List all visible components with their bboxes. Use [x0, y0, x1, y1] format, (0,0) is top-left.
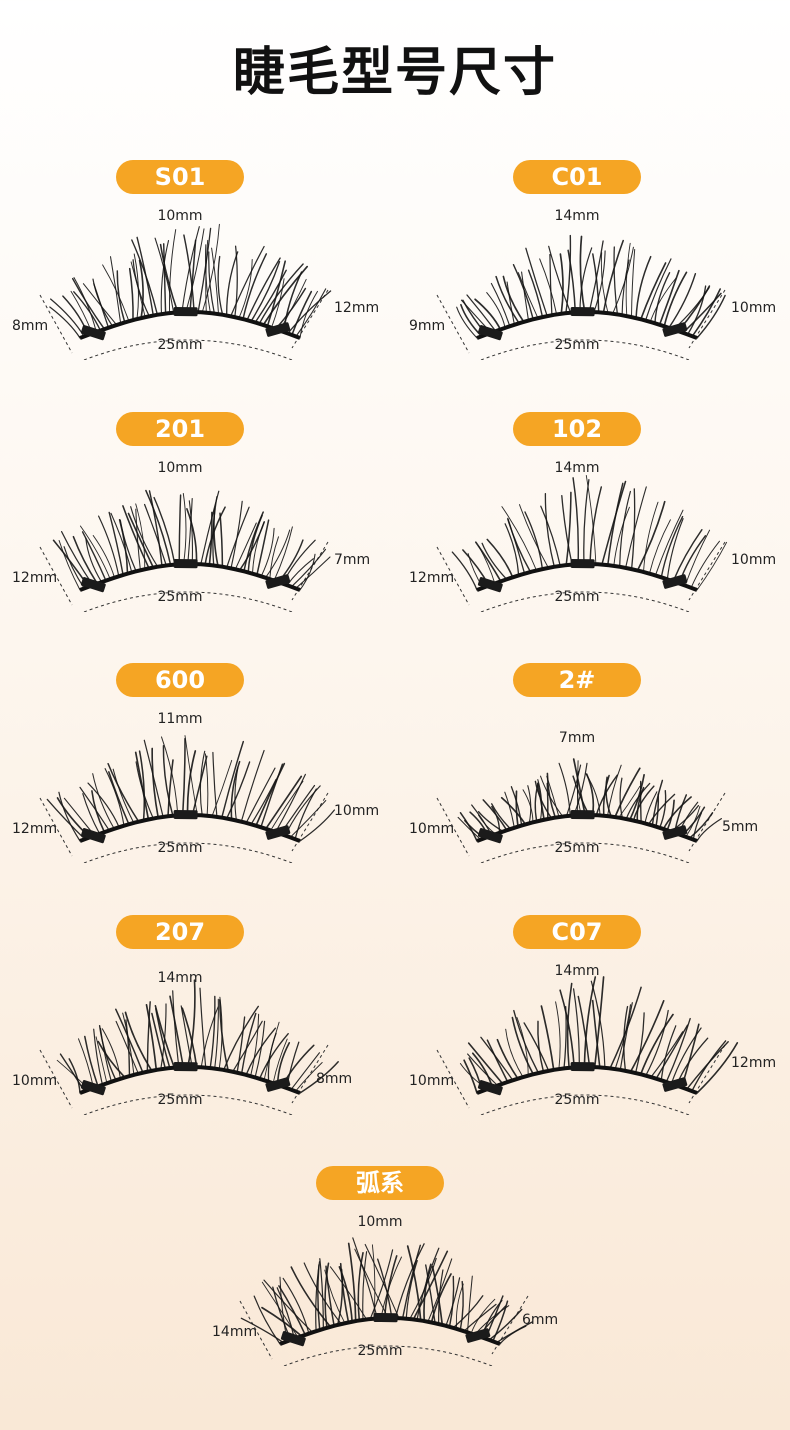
lash-card-207: 207 14mm 10mm 8mm 25mm: [0, 915, 395, 1155]
lash-card-201: 201 10mm 12mm 7mm 25mm: [0, 412, 395, 652]
lash-length-label: 7mm: [558, 730, 596, 746]
magnet: [570, 306, 595, 317]
outer-length-label: 12mm: [731, 1055, 777, 1071]
eyelash-image: [436, 758, 726, 863]
band-width-label: 25mm: [157, 840, 203, 856]
model-badge: 102: [513, 412, 641, 446]
band-width-label: 25mm: [554, 840, 600, 856]
inner-length-label: 10mm: [12, 1073, 58, 1089]
eyelash-image: [436, 234, 726, 360]
band-width-label: 25mm: [554, 337, 600, 353]
model-badge: S01: [116, 160, 244, 194]
magnet: [265, 322, 291, 337]
magnet: [80, 1080, 106, 1096]
band-width-label: 25mm: [157, 589, 203, 605]
lash-strands: [56, 979, 339, 1094]
outer-length-label: 6mm: [522, 1312, 559, 1328]
magnet: [265, 1077, 291, 1092]
magnet: [80, 325, 106, 341]
lash-strands: [451, 475, 728, 591]
page-title: 睫毛型号尺寸: [232, 43, 557, 103]
magnet: [173, 558, 198, 569]
magnet: [477, 577, 503, 593]
outer-length-label: 10mm: [731, 552, 777, 568]
model-badge: 207: [116, 915, 244, 949]
lash-length-label: 14mm: [554, 963, 600, 979]
magnet: [265, 825, 291, 840]
inner-length-label: 9mm: [409, 318, 446, 334]
magnet: [662, 1077, 688, 1092]
lash-length-label: 10mm: [157, 460, 203, 476]
model-badge: 2#: [513, 663, 641, 697]
inner-length-label: 12mm: [409, 570, 455, 586]
magnet: [662, 322, 688, 337]
lash-card-s01: S01 10mm 8mm 12mm 25mm: [0, 160, 395, 400]
lash-length-label: 10mm: [357, 1214, 403, 1230]
eyelash-image: [239, 1237, 533, 1366]
lash-length-label: 11mm: [157, 711, 203, 727]
outer-length-label: 10mm: [731, 300, 777, 316]
band-width-label: 25mm: [554, 1092, 600, 1108]
band-width-label: 25mm: [157, 1092, 203, 1108]
band-width-label: 25mm: [157, 337, 203, 353]
eyelash-image: [39, 735, 336, 863]
magnet: [80, 828, 106, 844]
band-width-label: 25mm: [554, 589, 600, 605]
magnet: [80, 577, 106, 593]
magnet: [477, 325, 503, 341]
lash-length-label: 14mm: [157, 970, 203, 986]
magnet: [477, 828, 503, 844]
magnet: [280, 1331, 306, 1347]
inner-length-label: 12mm: [12, 821, 58, 837]
magnet: [173, 1061, 198, 1072]
model-badge: 201: [116, 412, 244, 446]
model-badge: C07: [513, 915, 641, 949]
lash-strands: [240, 1237, 533, 1345]
outer-length-label: 10mm: [334, 803, 380, 819]
lash-card-arc: 弧系 10mm 14mm 6mm 25mm: [200, 1166, 595, 1406]
magnet: [173, 809, 198, 820]
lash-length-label: 14mm: [554, 460, 600, 476]
lash-card-2: 2# 7mm 10mm 5mm 25mm: [397, 663, 790, 903]
lash-length-label: 10mm: [157, 208, 203, 224]
outer-length-label: 5mm: [722, 819, 759, 835]
lash-strands: [46, 735, 336, 842]
model-badge: 弧系: [316, 1166, 444, 1200]
lash-card-102: 102 14mm 12mm 10mm 25mm: [397, 412, 790, 652]
magnet: [373, 1312, 398, 1323]
outer-length-label: 7mm: [334, 552, 371, 568]
magnet: [265, 574, 291, 589]
outer-length-label: 12mm: [334, 300, 380, 316]
magnet: [570, 809, 595, 820]
magnet: [173, 306, 198, 317]
magnet: [465, 1328, 491, 1343]
inner-length-label: 10mm: [409, 821, 455, 837]
inner-length-label: 10mm: [409, 1073, 455, 1089]
lash-strands: [459, 976, 739, 1094]
model-badge: C01: [513, 160, 641, 194]
model-badge: 600: [116, 663, 244, 697]
lash-strands: [49, 223, 332, 339]
lash-card-c07: C07 14mm 10mm 12mm 25mm: [397, 915, 790, 1155]
lash-length-label: 14mm: [554, 208, 600, 224]
band-width-label: 25mm: [357, 1343, 403, 1359]
lash-strands: [52, 489, 331, 591]
magnet: [662, 825, 688, 840]
lash-card-600: 600 11mm 12mm 10mm 25mm: [0, 663, 395, 903]
eyelash-image: [436, 976, 739, 1115]
lash-strands: [456, 234, 726, 339]
magnet: [662, 574, 688, 589]
inner-length-label: 14mm: [212, 1324, 258, 1340]
eyelash-image: [39, 979, 339, 1115]
eyelash-image: [39, 489, 331, 612]
lash-card-c01: C01 14mm 9mm 10mm 25mm: [397, 160, 790, 400]
magnet: [570, 1061, 595, 1072]
inner-length-label: 12mm: [12, 570, 58, 586]
eyelash-image: [436, 475, 728, 612]
magnet: [477, 1080, 503, 1096]
inner-length-label: 8mm: [12, 318, 49, 334]
eyelash-image: [39, 223, 332, 360]
magnet: [570, 558, 595, 569]
